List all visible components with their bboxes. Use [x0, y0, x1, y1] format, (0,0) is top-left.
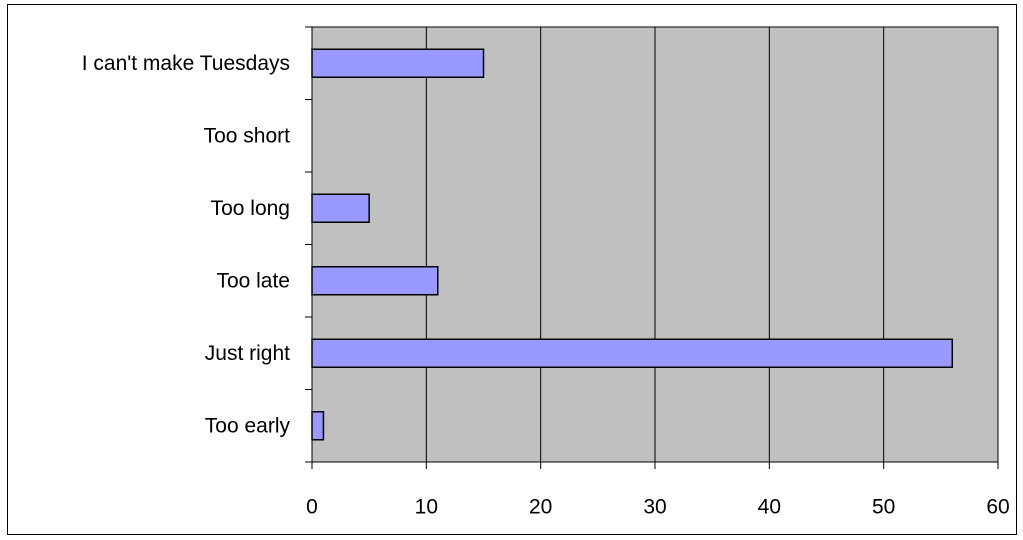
x-tick-labels: 0 10 20 30 40 50 60: [306, 496, 1010, 519]
x-tick-label: 0: [306, 496, 318, 519]
x-tick-label: 50: [872, 496, 895, 519]
category-labels: I can't make Tuesdays Too short Too long To…: [82, 52, 291, 438]
category-label: Too early: [205, 414, 291, 437]
x-tick-label: 20: [529, 496, 552, 519]
x-tick-label: 10: [415, 496, 438, 519]
category-label: Too long: [211, 197, 290, 220]
bar: [311, 48, 485, 78]
category-label: Too late: [216, 269, 290, 292]
category-label: Too short: [204, 124, 291, 147]
bar: [311, 266, 439, 296]
bars: [311, 48, 954, 441]
y-axis-ticks: [305, 26, 312, 463]
bar: [311, 338, 954, 368]
x-tick-label: 40: [758, 496, 781, 519]
category-label: I can't make Tuesdays: [82, 52, 290, 75]
x-tick-label: 60: [986, 496, 1009, 519]
bar: [311, 193, 370, 223]
x-axis-ticks: [311, 462, 999, 469]
category-label: Just right: [205, 342, 290, 365]
x-tick-label: 30: [643, 496, 666, 519]
bar: [311, 411, 325, 441]
gridlines: [425, 27, 999, 462]
